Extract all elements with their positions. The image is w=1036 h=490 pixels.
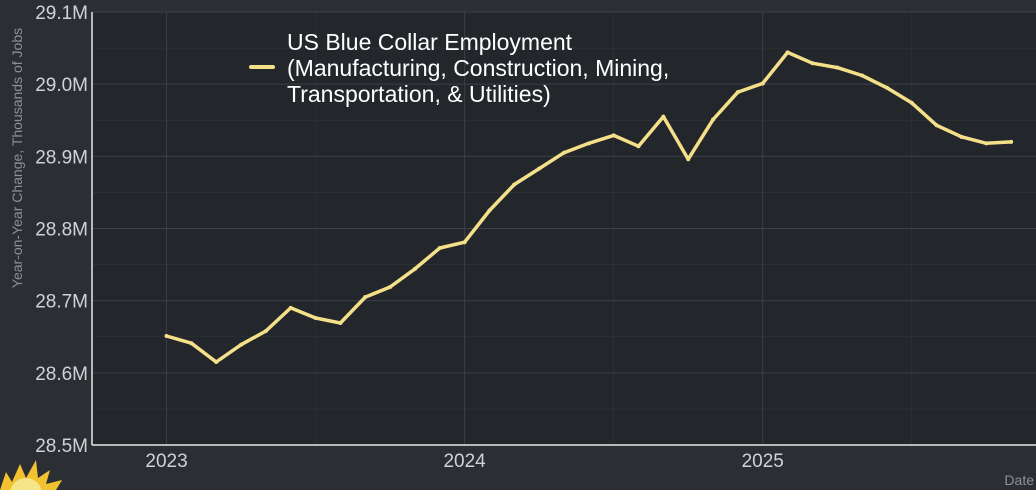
data-point <box>537 166 542 171</box>
data-point <box>214 360 219 365</box>
data-point <box>239 342 244 347</box>
data-point <box>462 240 467 245</box>
data-point <box>189 341 194 346</box>
y-tick-label: 28.5M <box>35 436 88 457</box>
data-point <box>984 141 989 146</box>
data-point <box>586 141 591 146</box>
data-point <box>810 61 815 66</box>
x-tick-label: 2023 <box>145 451 187 472</box>
data-point <box>785 50 790 55</box>
sun-logo-icon <box>0 460 62 490</box>
data-point <box>363 295 368 300</box>
data-point <box>959 134 964 139</box>
data-point <box>909 100 914 105</box>
y-tick-label: 28.8M <box>35 220 88 241</box>
y-axis-label: Year-on-Year Change, Thousands of Jobs <box>9 28 25 288</box>
data-point <box>562 150 566 155</box>
y-tick-label: 29.1M <box>35 3 88 24</box>
data-point <box>487 208 492 213</box>
data-point <box>934 123 939 128</box>
y-tick-label: 28.7M <box>35 292 88 313</box>
data-point <box>611 133 616 138</box>
axes: 28.5M 28.6M 28.7M 28.8M 28.9M 29.0M 29.1M 2023 2… <box>35 3 1036 472</box>
legend-entry-line: US Blue Collar Employment <box>287 29 573 55</box>
x-tick-label: 2025 <box>742 451 784 472</box>
data-point <box>263 328 268 333</box>
data-point <box>760 81 765 86</box>
data-point <box>661 114 666 119</box>
x-tick-label: 2024 <box>443 451 486 472</box>
data-point <box>884 85 889 90</box>
data-point <box>338 321 343 326</box>
legend: US Blue Collar Employment(Manufacturing,… <box>249 29 669 107</box>
data-point <box>711 117 716 122</box>
data-point <box>735 90 740 95</box>
data-point <box>437 245 442 250</box>
y-tick-label: 28.6M <box>35 364 88 385</box>
x-axis-label: Date <box>1004 472 1034 488</box>
legend-entry-line: (Manufacturing, Construction, Mining, <box>287 55 669 81</box>
data-point <box>388 284 393 289</box>
series-lines <box>164 50 1014 365</box>
data-point <box>835 65 840 70</box>
data-point <box>686 157 691 162</box>
data-point <box>636 144 641 149</box>
data-point <box>1009 139 1014 144</box>
data-point <box>860 73 865 78</box>
data-point <box>512 182 517 187</box>
data-point <box>412 266 417 271</box>
data-point <box>164 334 169 339</box>
y-tick-label: 29.0M <box>35 75 88 96</box>
y-tick-label: 28.9M <box>35 147 88 168</box>
data-point <box>313 315 318 320</box>
legend-entry-line: Transportation, & Utilities) <box>287 81 551 107</box>
data-point <box>288 305 293 310</box>
